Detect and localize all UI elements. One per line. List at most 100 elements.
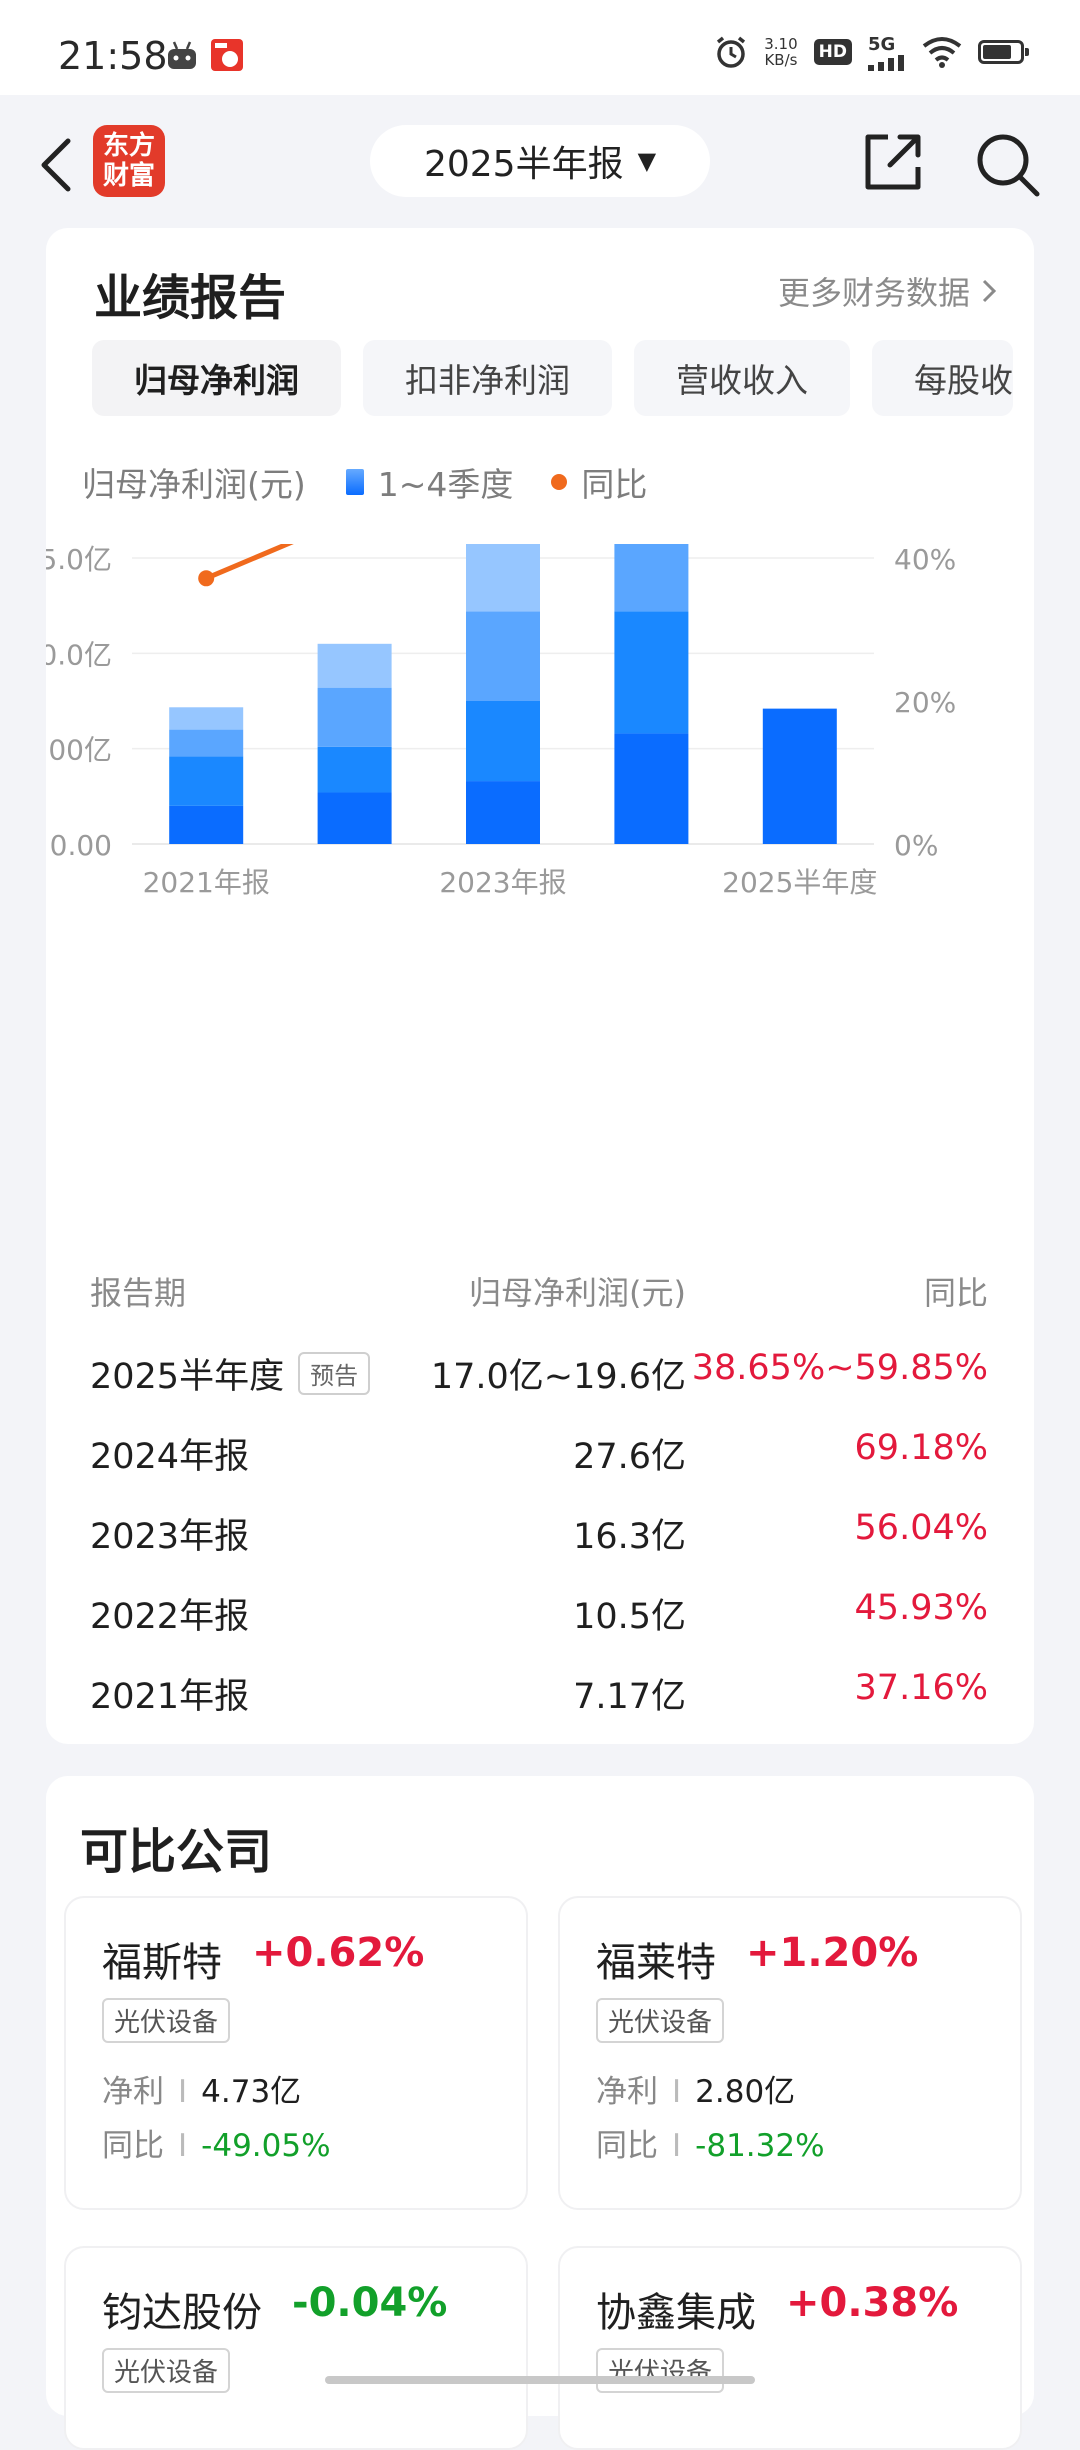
row-period: 2025半年度 预告 [90, 1348, 371, 1399]
period-label: 2025半年报 [423, 144, 624, 185]
bar-segment [169, 729, 244, 757]
bar-segment [169, 756, 244, 806]
x-tick-label: 2023年报 [439, 866, 566, 899]
chevron-right-icon [982, 279, 997, 303]
peer-net-label: 净利 [596, 2074, 658, 2110]
peer-yoy-value: -49.05% [201, 2128, 331, 2164]
y-left-tick-label: 15.0亿 [46, 544, 112, 576]
android-robot-icon [168, 41, 196, 69]
peer-name: 协鑫集成 [596, 2290, 756, 2336]
row-profit: 16.3亿 [573, 1517, 686, 1557]
row-period-label: 2022年报 [90, 1597, 250, 1637]
row-period-label: 2024年报 [90, 1437, 250, 1477]
top-nav: 东方 财富 2025半年报 ▼ [0, 95, 1080, 230]
more-financial-data-link[interactable]: 更多财务数据 [778, 268, 998, 314]
y-left-tick-label: 10.0亿 [46, 638, 112, 671]
row-profit: 10.5亿 [573, 1597, 686, 1637]
row-profit: 7.17亿 [573, 1677, 686, 1717]
status-right-icons: 3.10 KB/s HD 5G [714, 30, 1029, 74]
peer-yoy-label: 同比 [102, 2128, 164, 2164]
bar-segment [317, 643, 392, 688]
tab-net-profit[interactable]: 归母净利润 [92, 340, 341, 416]
dropdown-caret-icon: ▼ [637, 147, 657, 175]
performance-title: 业绩报告 [94, 270, 287, 326]
row-yoy: 45.93% [854, 1588, 988, 1628]
bar-segment [614, 611, 689, 734]
tab-eps[interactable]: 每股收 [872, 340, 1013, 416]
peer-yoy-value: -81.32% [695, 2128, 825, 2164]
peer-card[interactable]: 福莱特 +1.20% 光伏设备净利 I 2.80亿 同比 I -81.32% [558, 1896, 1022, 2210]
peer-net-value: 2.80亿 [695, 2074, 796, 2110]
row-profit: 17.0亿~19.6亿 [430, 1357, 686, 1397]
peer-card[interactable]: 协鑫集成 +0.38% 光伏设备 [558, 2246, 1022, 2450]
bar-segment [466, 781, 540, 844]
tab-revenue[interactable]: 营收收入 [634, 340, 850, 416]
status-time: 21:58 [58, 34, 168, 78]
peer-name: 福斯特 [102, 1940, 222, 1986]
table-row[interactable]: 2025半年度 预告 17.0亿~19.6亿 38.65%~59.85% [46, 1348, 1034, 1418]
row-period-label: 2023年报 [90, 1517, 250, 1557]
peer-change: +1.20% [746, 1930, 919, 1976]
share-icon[interactable] [862, 131, 924, 193]
bar-segment [317, 792, 392, 844]
period-selector[interactable]: 2025半年报 ▼ [370, 125, 710, 197]
peer-name: 钧达股份 [102, 2290, 262, 2336]
back-arrow-icon[interactable] [34, 135, 84, 195]
table-row[interactable]: 2023年报 16.3亿 56.04% [46, 1508, 1034, 1578]
search-icon[interactable] [974, 131, 1042, 199]
peer-name: 福莱特 [596, 1940, 716, 1986]
header-profit: 归母净利润(元) [469, 1274, 686, 1312]
performance-report-card: 业绩报告 更多财务数据 归母净利润 扣非净利润 营收收入 每股收 归母净利润(元… [46, 228, 1034, 1744]
comparable-companies-card: 可比公司 福斯特 +0.62% 光伏设备 净利 I 4.73亿 同比 I -49.05% 福莱特 +… [46, 1776, 1034, 2450]
peer-card[interactable]: 钧达股份 -0.04% 光伏设备 [64, 2246, 528, 2450]
alarm-icon [717, 36, 746, 68]
bar-segment [317, 746, 392, 793]
y-right-tick-label: 40% [894, 544, 956, 576]
industry-tag: 光伏设备 [102, 2348, 231, 2393]
table-row[interactable]: 2024年报 27.6亿 69.18% [46, 1428, 1034, 1498]
peer-net-line: 净利 I 2.80亿 [596, 2066, 795, 2111]
row-period-label: 2025半年度 [90, 1357, 285, 1397]
peer-change: +0.62% [252, 1930, 425, 1976]
separator: I [178, 2074, 188, 2110]
home-indicator[interactable] [325, 2376, 755, 2384]
app-logo: 东方 财富 [93, 125, 165, 197]
tab-deducted-net-profit[interactable]: 扣非净利润 [363, 340, 612, 416]
hd-badge: HD [813, 39, 852, 65]
network-speed: 3.10 KB/s [764, 35, 798, 69]
y-left-tick-label: 0.00 [50, 829, 112, 862]
bar-segment [317, 687, 392, 747]
bar-segment [169, 707, 244, 730]
peer-net-label: 净利 [102, 2074, 164, 2110]
peers-title: 可比公司 [80, 1824, 273, 1880]
header-period: 报告期 [90, 1274, 187, 1312]
row-yoy: 56.04% [854, 1508, 988, 1548]
peer-yoy-label: 同比 [596, 2128, 658, 2164]
table-row[interactable]: 2021年报 7.17亿 37.16% [46, 1668, 1034, 1738]
industry-tag: 光伏设备 [596, 1998, 725, 2043]
table-row[interactable]: 2022年报 10.5亿 45.93% [46, 1588, 1034, 1658]
row-period: 2021年报 [90, 1668, 249, 1719]
y-left-tick-label: 5.00亿 [46, 734, 112, 767]
peer-net-line: 净利 I 4.73亿 [102, 2066, 301, 2111]
peer-card[interactable]: 福斯特 +0.62% 光伏设备净利 I 4.73亿同比 I -49.05% [64, 1896, 528, 2210]
chart-legend: 归母净利润(元) 1~4季度 同比 [82, 458, 647, 506]
bar-segment [466, 611, 540, 701]
x-tick-label: 2025半年度 [722, 866, 877, 899]
legend-line-swatch [551, 474, 568, 490]
legend-bars: 1~4季度 [377, 465, 514, 504]
header-yoy: 同比 [923, 1274, 988, 1312]
bar-segment [614, 544, 689, 612]
industry-tag: 光伏设备 [102, 1998, 231, 2043]
peer-net-value: 4.73亿 [201, 2074, 302, 2110]
wifi-icon [922, 37, 962, 68]
peer-yoy-line: 同比 I -81.32% [596, 2120, 825, 2165]
y-right-tick-label: 0% [894, 829, 938, 862]
peer-change: -0.04% [292, 2280, 448, 2326]
battery-icon [978, 40, 1029, 64]
row-yoy: 38.65%~59.85% [691, 1348, 988, 1388]
row-period: 2023年报 [90, 1508, 249, 1559]
row-yoy: 69.18% [854, 1428, 988, 1468]
separator: I [178, 2128, 188, 2164]
industry-tag: 光伏设备 [596, 2348, 725, 2393]
